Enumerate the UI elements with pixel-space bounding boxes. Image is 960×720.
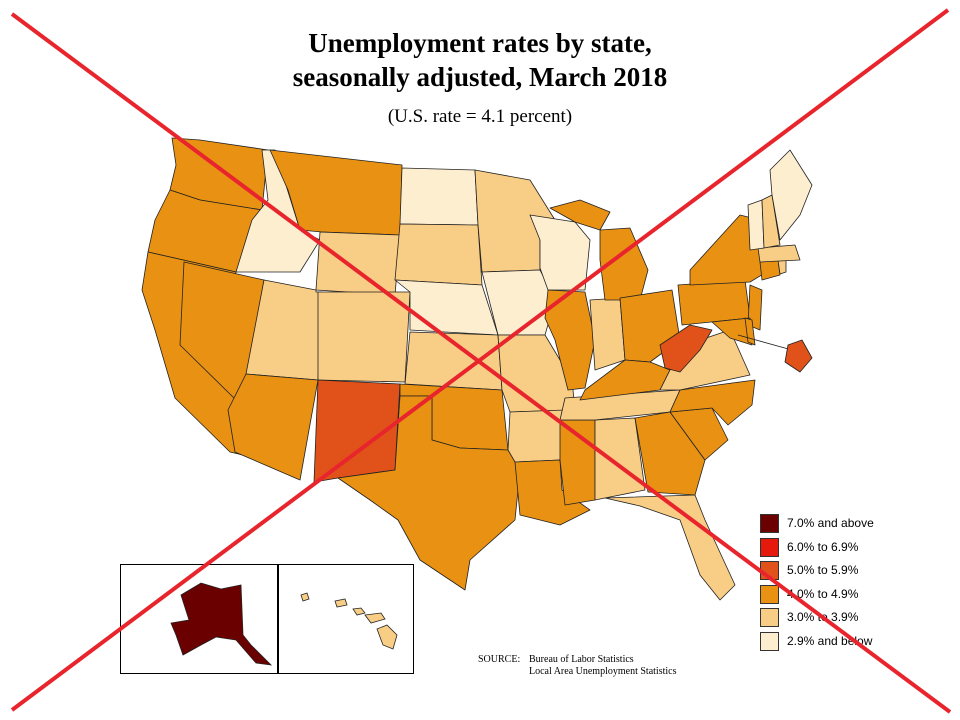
state-sd — [394, 223, 483, 286]
state-ms — [559, 419, 596, 506]
state-ks — [404, 331, 503, 391]
state-in — [589, 297, 626, 371]
hawaii-map — [300, 592, 398, 650]
legend-swatch — [760, 537, 779, 557]
legend-label: 5.0% to 5.9% — [787, 563, 859, 577]
state-ne — [394, 279, 499, 336]
state-vt — [747, 199, 765, 251]
state-ar — [507, 409, 566, 463]
state-fl — [604, 494, 736, 601]
state-nm — [313, 379, 401, 483]
source-note: SOURCE: Bureau of Labor Statistics Local … — [478, 654, 676, 678]
source-line2: Local Area Unemployment Statistics — [529, 666, 677, 677]
hawaii-inset — [278, 564, 414, 674]
state-ct — [759, 259, 781, 281]
legend-label: 2.9% and below — [787, 633, 873, 648]
state-mi — [599, 227, 649, 301]
state-az — [227, 373, 319, 481]
state-nd — [399, 167, 479, 226]
legend-swatch — [760, 608, 779, 627]
alaska-map — [170, 582, 273, 666]
legend-item: 5.0% to 5.9% — [760, 561, 950, 585]
state-co — [317, 291, 411, 383]
legend-swatch — [760, 561, 779, 580]
legend: 7.0% and above 6.0% to 6.9% 5.0% to 5.9%… — [760, 514, 950, 655]
source-line1: Bureau of Labor Statistics — [529, 654, 634, 665]
legend-item: 7.0% and above — [760, 514, 950, 538]
legend-swatch — [760, 514, 779, 533]
legend-label: 7.0% and above — [787, 516, 874, 530]
state-pa — [677, 279, 751, 326]
legend-item: 3.0% to 3.9% — [760, 608, 950, 632]
state-wy — [315, 231, 401, 296]
source-label: SOURCE: — [478, 654, 521, 665]
legend-label: 3.0% to 3.9% — [787, 610, 859, 624]
legend-item: 2.9% and below — [760, 631, 950, 656]
legend-swatch — [760, 584, 779, 604]
legend-item: 4.0% to 4.9% — [760, 584, 950, 609]
legend-label: 4.0% to 4.9% — [787, 586, 859, 601]
state-dc — [784, 339, 813, 373]
legend-swatch — [760, 631, 779, 651]
legend-item: 6.0% to 6.9% — [760, 537, 950, 562]
legend-label: 6.0% to 6.9% — [787, 539, 859, 554]
alaska-inset — [120, 564, 278, 674]
